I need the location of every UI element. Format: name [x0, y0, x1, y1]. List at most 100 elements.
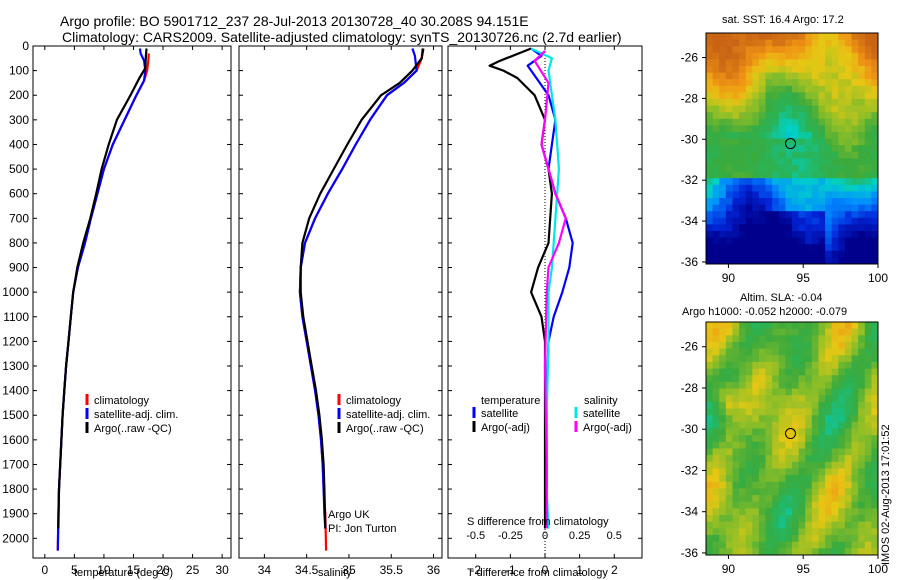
map-cell — [825, 132, 833, 140]
map-cell — [858, 448, 866, 456]
map-cell — [732, 468, 740, 476]
map-cell — [811, 191, 819, 199]
map-cell — [758, 375, 767, 383]
map-cell — [712, 138, 720, 146]
map-cell — [818, 52, 826, 60]
depth-tick-label: 2000 — [2, 531, 29, 545]
map-cell — [752, 138, 760, 146]
map-cell — [792, 322, 800, 330]
map-cell — [792, 145, 800, 153]
map-cell — [732, 528, 740, 536]
map-cell — [805, 79, 813, 87]
map-cell — [752, 125, 760, 133]
map-cell — [805, 322, 813, 330]
map-cell — [785, 548, 793, 555]
map-cell — [765, 421, 773, 430]
map-cell — [871, 184, 878, 192]
map-cell — [712, 151, 720, 159]
map-cell — [871, 328, 878, 336]
map-cell — [706, 548, 714, 555]
map-cell — [864, 401, 872, 410]
map-cell — [825, 355, 833, 363]
map-cell — [725, 105, 733, 113]
map-cell — [785, 125, 793, 133]
map-cell — [792, 250, 800, 258]
map-y-tick-label: -34 — [681, 214, 699, 228]
map-cell — [844, 52, 853, 60]
map-cell — [725, 211, 733, 219]
map-cell — [739, 250, 747, 258]
map-cell — [871, 211, 878, 219]
map-cell — [871, 231, 878, 239]
map-cell — [765, 528, 773, 536]
map-cell — [858, 105, 866, 113]
map-cell — [851, 375, 859, 383]
map-cell — [765, 515, 773, 523]
x-tick-label: 5 — [71, 563, 78, 577]
map-cell — [818, 204, 826, 212]
map-x-tick-label: 100 — [868, 562, 888, 576]
map-cell — [778, 421, 786, 430]
map-cell — [811, 231, 819, 239]
sla-map-title-line1: Altim. SLA: -0.04 — [740, 292, 823, 304]
map-cell — [758, 198, 767, 206]
map-cell — [706, 455, 714, 463]
map-cell — [864, 198, 872, 206]
map-cell — [792, 231, 800, 239]
map-cell — [792, 361, 800, 370]
map-cell — [719, 138, 727, 146]
map-cell — [805, 468, 813, 476]
map-cell — [831, 355, 839, 363]
map-cell — [831, 348, 839, 356]
map-cell — [758, 461, 767, 470]
map-cell — [712, 105, 720, 113]
map-cell — [752, 33, 760, 41]
map-cell — [772, 388, 780, 396]
map-cell — [858, 401, 866, 410]
map-cell — [864, 151, 872, 159]
x-tick-label: 10 — [97, 563, 111, 577]
map-cell — [785, 118, 793, 126]
map-cell — [778, 375, 786, 383]
x-tick-label: 30 — [215, 563, 229, 577]
map-cell — [725, 508, 733, 516]
map-cell — [871, 441, 878, 450]
map-cell — [851, 105, 859, 113]
map-cell — [778, 151, 786, 159]
map-cell — [785, 158, 793, 166]
map-cell — [851, 184, 859, 192]
map-cell — [818, 72, 826, 80]
map-cell — [778, 92, 786, 100]
sla-map-frame — [705, 321, 879, 556]
map-cell — [811, 515, 819, 523]
map-cell — [758, 348, 767, 356]
map-cell — [792, 125, 800, 133]
map-cell — [765, 508, 773, 516]
map-cell — [844, 541, 853, 549]
map-cell — [831, 461, 839, 470]
map-cell — [739, 257, 747, 264]
map-cell — [831, 112, 839, 120]
map-cell — [838, 224, 846, 232]
map-cell — [805, 237, 813, 245]
map-cell — [851, 237, 859, 245]
map-cell — [739, 328, 747, 336]
map-cell — [831, 171, 839, 179]
map-cell — [752, 99, 760, 107]
map-cell — [851, 388, 859, 396]
map-cell — [851, 99, 859, 107]
map-cell — [778, 112, 786, 120]
map-cell — [858, 125, 866, 133]
map-cell — [864, 184, 872, 192]
map-cell — [706, 191, 714, 199]
map-cell — [725, 99, 733, 107]
map-cell — [745, 528, 753, 536]
map-cell — [871, 237, 878, 245]
map-cell — [706, 468, 714, 476]
map-cell — [858, 112, 866, 120]
map-cell — [772, 112, 780, 120]
map-cell — [805, 191, 813, 199]
map-cell — [858, 475, 866, 483]
map-cell — [825, 468, 833, 476]
map-cell — [838, 191, 846, 199]
